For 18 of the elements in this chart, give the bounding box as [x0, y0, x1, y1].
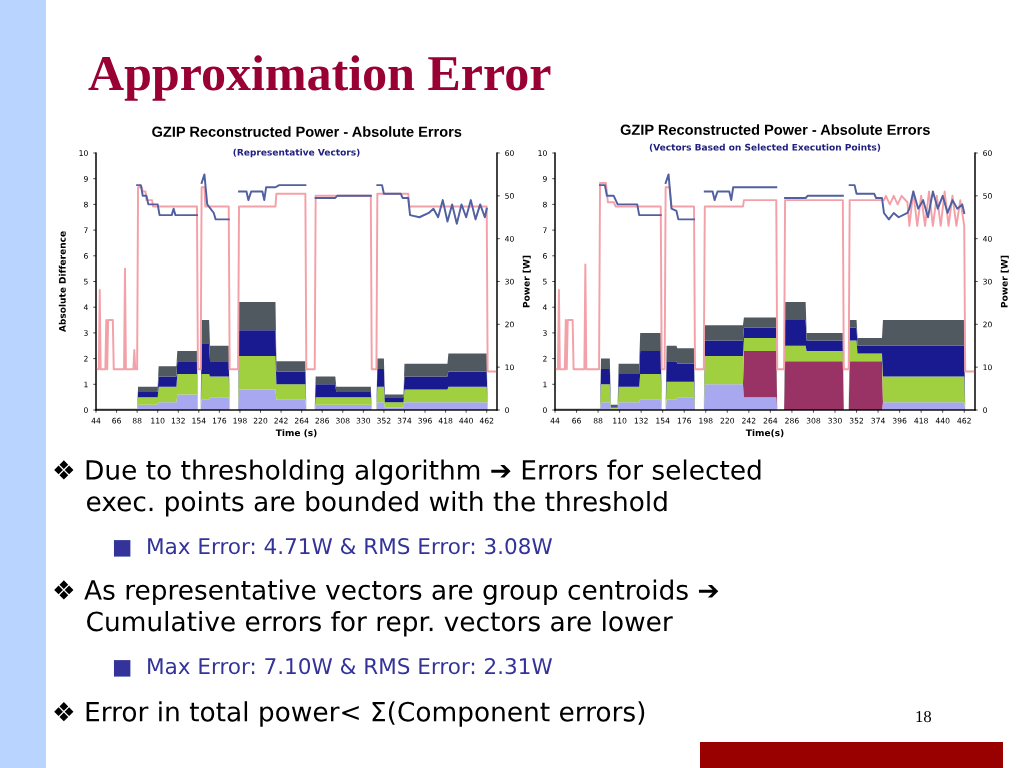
- text: ❖ Error in total power< Σ(Component errors): [54, 701, 645, 727]
- chart-title: GZIP Reconstructed Power - Absolute Errors: [152, 126, 462, 137]
- chart-title: GZIP Reconstructed Power - Absolute Errors: [620, 124, 930, 135]
- text: ■ Max Error: 7.10W & RMS Error: 2.31W: [113, 657, 552, 677]
- text: Approximation Error: [88, 55, 551, 101]
- text: ❖ As representative vectors are group centroids ➔ Cumulative errors for repr. vectors are lower: [54, 579, 719, 637]
- text: 18: [916, 710, 932, 723]
- x-axis-title: Time (s): [275, 429, 317, 438]
- line-series: [555, 182, 975, 373]
- text: ❖ Due to thresholding algorithm ➔ Errors for selected exec. points are bounded with the threshold: [54, 459, 761, 517]
- x-axis-title: Time(s): [745, 429, 784, 438]
- chart-subtitle: (Vectors Based on Selected Execution Points): [649, 143, 881, 152]
- y2-axis-title: Power [W]: [522, 255, 531, 308]
- y2-axis-title: Power [W]: [1000, 255, 1009, 308]
- y-axis-title: Absolute Difference: [58, 231, 66, 333]
- line-series: [96, 186, 497, 373]
- text: ■ Max Error: 4.71W & RMS Error: 3.08W: [113, 537, 552, 557]
- chart-subtitle: (Representative Vectors): [233, 148, 360, 158]
